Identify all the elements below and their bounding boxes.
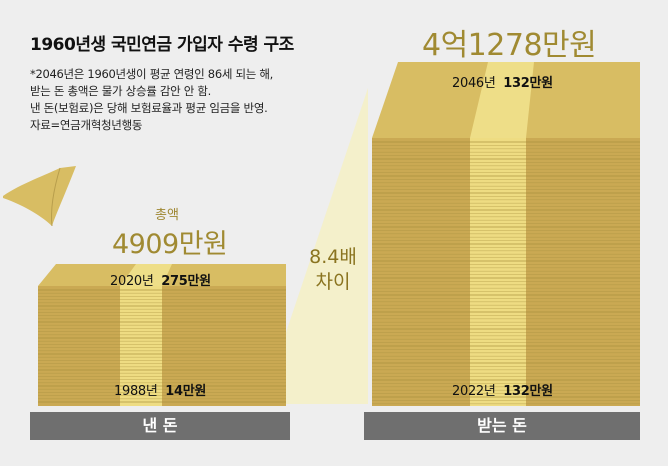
note-line-1: *2046년은 1960년생이 평균 연령인 86세 되는 해, <box>30 67 274 81</box>
paid-top-label: 2020년 275만원 <box>110 270 211 289</box>
paid-top-amount: 275만원 <box>161 274 211 289</box>
paid-stack-top-highlight <box>120 264 172 286</box>
received-bottom-label: 2022년 132만원 <box>452 380 553 399</box>
paid-bottom-amount: 14만원 <box>165 384 207 399</box>
received-money-stack <box>372 62 640 406</box>
note-line-2: 받는 돈 총액은 물가 상승률 감안 안 함. <box>30 84 212 98</box>
received-top-amount: 132만원 <box>503 76 553 91</box>
paid-top-year: 2020년 <box>110 274 154 289</box>
received-stack-top-highlight <box>470 62 534 138</box>
chart-title: 1960년생 국민연금 가입자 수령 구조 <box>30 35 294 55</box>
paid-total-label: 총액 <box>155 208 179 223</box>
ratio-caption: 차이 <box>315 271 351 293</box>
received-stack-highlight <box>470 138 526 406</box>
received-stack-sheets <box>372 141 640 405</box>
paid-stack-sheets <box>38 289 286 403</box>
curled-paper-fold <box>51 167 61 227</box>
ratio-light-beam <box>262 88 368 404</box>
paid-money-stack <box>38 264 286 406</box>
note-line-3: 낸 돈(보험료)은 당해 보험료율과 평균 임금을 반영. <box>30 101 268 115</box>
ratio-value: 8.4배 <box>309 246 357 268</box>
ratio-annotation: 8.4배 차이 <box>303 245 363 295</box>
received-top-year: 2046년 <box>452 76 496 91</box>
received-top-label: 2046년 132만원 <box>452 72 553 91</box>
category-label-received: 받는 돈 <box>364 412 640 440</box>
paid-bottom-label: 1988년 14만원 <box>114 380 206 399</box>
received-total-value: 4억1278만원 <box>422 28 597 63</box>
paid-total-value: 4909만원 <box>112 229 228 260</box>
note-line-4: 자료=연금개혁청년행동 <box>30 118 143 132</box>
received-bottom-amount: 132만원 <box>503 384 553 399</box>
received-bottom-year: 2022년 <box>452 384 496 399</box>
category-label-paid: 낸 돈 <box>30 412 290 440</box>
paid-bottom-year: 1988년 <box>114 384 158 399</box>
curled-paper-icon <box>3 166 76 226</box>
